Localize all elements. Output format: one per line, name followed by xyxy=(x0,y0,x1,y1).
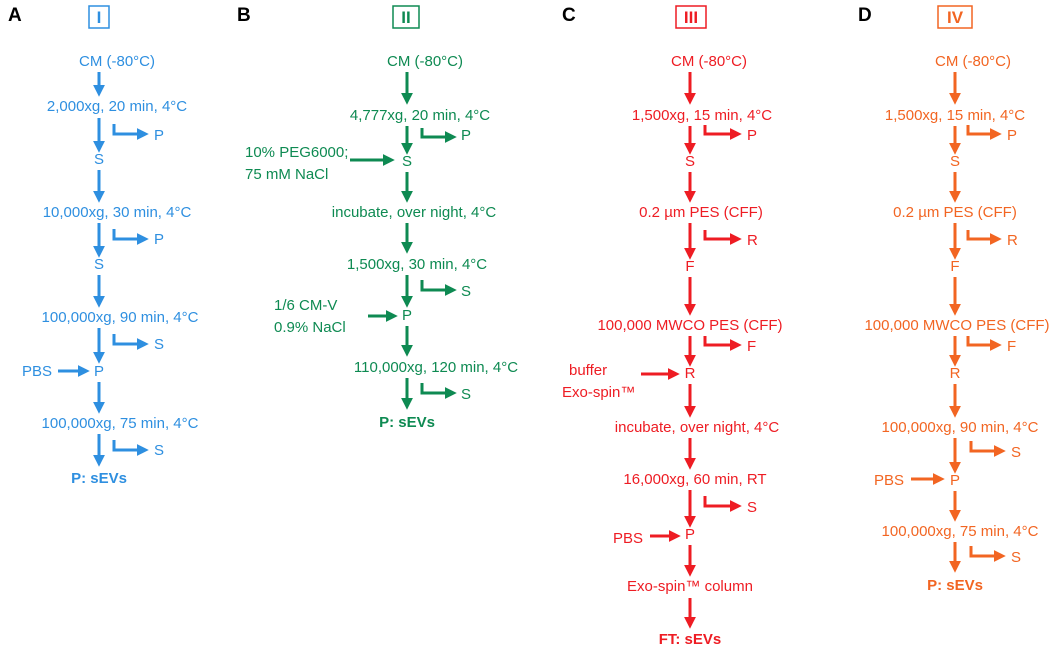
step-node: 2,000xg, 20 min, 4°C xyxy=(47,98,187,115)
panel-c: C III CM (-80°C) 1,500xg, 15 min, 4°C S … xyxy=(562,5,783,647)
branch-label: P xyxy=(154,127,164,144)
branch-label: P xyxy=(1007,127,1017,144)
step-node: S xyxy=(685,153,695,170)
protocol-label-box xyxy=(675,5,707,29)
branch-arrow xyxy=(112,124,149,140)
panel-letter: A xyxy=(8,5,22,26)
protocol-label: III xyxy=(684,8,698,27)
branch-arrow xyxy=(420,383,457,399)
final-product: P: sEVs xyxy=(71,470,127,487)
input-label: 0.9% NaCl xyxy=(274,319,346,336)
step-node: CM (-80°C) xyxy=(671,53,747,70)
step-node: 0.2 µm PES (CFF) xyxy=(893,204,1017,221)
panel-a: A I CM (-80°C) 2,000xg, 20 min, 4°C S 10… xyxy=(8,5,199,487)
step-node: 0.2 µm PES (CFF) xyxy=(639,204,763,221)
branch-arrow xyxy=(969,441,1006,457)
branch-arrow xyxy=(966,125,1002,140)
input-label: PBS xyxy=(22,363,52,380)
step-node: CM (-80°C) xyxy=(79,53,155,70)
step-node: 16,000xg, 60 min, RT xyxy=(623,471,766,488)
branch-label: S xyxy=(747,499,757,516)
step-node: 100,000 MWCO PES (CFF) xyxy=(597,317,782,334)
step-node: 10,000xg, 30 min, 4°C xyxy=(43,204,192,221)
input-label: 1/6 CM-V xyxy=(274,297,337,314)
panel-b: B II CM (-80°C) 4,777xg, 20 min, 4°C S i… xyxy=(237,5,518,431)
step-node: 100,000xg, 90 min, 4°C xyxy=(42,309,199,326)
final-product: P: sEVs xyxy=(927,577,983,594)
step-node: F xyxy=(950,258,959,275)
branch-label: P xyxy=(461,127,471,144)
branch-arrow xyxy=(112,229,149,245)
final-product: P: sEVs xyxy=(379,414,435,431)
branch-arrow xyxy=(966,230,1002,245)
branch-arrow xyxy=(112,334,149,350)
step-node: P xyxy=(685,526,695,543)
input-label: Exo-spin™ xyxy=(562,384,635,401)
step-node: 1,500xg, 30 min, 4°C xyxy=(347,256,487,273)
step-node: P xyxy=(94,363,104,380)
branch-arrow xyxy=(703,496,742,512)
branch-label: P xyxy=(154,231,164,248)
step-node: R xyxy=(950,365,961,382)
branch-arrow xyxy=(420,280,457,296)
branch-arrow xyxy=(703,230,742,245)
input-label: 75 mM NaCl xyxy=(245,166,328,183)
step-node: 4,777xg, 20 min, 4°C xyxy=(350,107,490,124)
step-node: incubate, over night, 4°C xyxy=(332,204,497,221)
step-node: P xyxy=(950,472,960,489)
step-node: Exo-spin™ column xyxy=(627,578,753,595)
input-label: PBS xyxy=(874,472,904,489)
branch-label: S xyxy=(154,442,164,459)
step-node: 100,000 MWCO PES (CFF) xyxy=(864,317,1049,334)
branch-arrow xyxy=(969,546,1006,562)
step-node: 100,000xg, 90 min, 4°C xyxy=(882,419,1039,436)
input-label: 10% PEG6000; xyxy=(245,144,348,161)
step-node: S xyxy=(94,256,104,273)
step-node: P xyxy=(402,307,412,324)
step-node: R xyxy=(685,365,696,382)
panel-letter: C xyxy=(562,5,576,26)
step-node: S xyxy=(94,151,104,168)
step-node: 1,500xg, 15 min, 4°C xyxy=(632,107,772,124)
step-node: CM (-80°C) xyxy=(935,53,1011,70)
branch-label: F xyxy=(747,338,756,355)
panel-letter: B xyxy=(237,5,251,26)
branch-arrow xyxy=(112,440,149,456)
protocol-label-box xyxy=(937,5,973,29)
branch-arrow xyxy=(966,336,1002,351)
branch-label: S xyxy=(154,336,164,353)
step-node: CM (-80°C) xyxy=(387,53,463,70)
branch-label: F xyxy=(1007,338,1016,355)
step-node: 1,500xg, 15 min, 4°C xyxy=(885,107,1025,124)
input-label: PBS xyxy=(613,530,643,547)
branch-label: P xyxy=(747,127,757,144)
final-product: FT: sEVs xyxy=(659,631,722,647)
branch-arrow xyxy=(420,128,457,143)
step-node: 100,000xg, 75 min, 4°C xyxy=(882,523,1039,540)
step-node: 110,000xg, 120 min, 4°C xyxy=(354,359,518,376)
branch-label: S xyxy=(1011,549,1021,566)
protocol-label-box xyxy=(392,5,420,29)
protocol-label-box xyxy=(88,5,110,29)
panel-d: D IV CM (-80°C) 1,500xg, 15 min, 4°C S 0… xyxy=(858,5,1050,594)
step-node: F xyxy=(685,258,694,275)
protocol-label: I xyxy=(97,8,102,27)
branch-label: S xyxy=(461,386,471,403)
branch-label: R xyxy=(747,232,758,249)
branch-label: S xyxy=(461,283,471,300)
panel-letter: D xyxy=(858,5,872,26)
step-node: S xyxy=(950,153,960,170)
step-node: 100,000xg, 75 min, 4°C xyxy=(42,415,199,432)
branch-label: R xyxy=(1007,232,1018,249)
branch-arrow xyxy=(703,336,742,351)
protocol-label: II xyxy=(401,8,410,27)
step-node: S xyxy=(402,153,412,170)
branch-label: S xyxy=(1011,444,1021,461)
protocol-label: IV xyxy=(947,8,964,27)
input-label: buffer xyxy=(569,362,607,379)
branch-arrow xyxy=(703,125,742,140)
step-node: incubate, over night, 4°C xyxy=(615,419,780,436)
